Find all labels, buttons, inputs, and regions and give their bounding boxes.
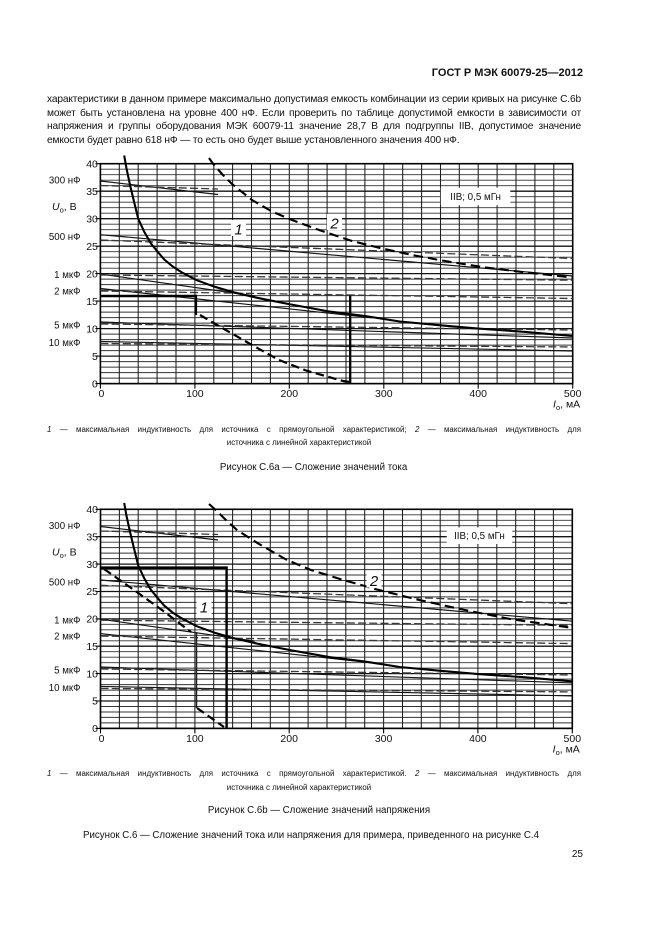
svg-text:2: 2 (369, 573, 379, 590)
svg-text:1: 1 (234, 221, 242, 238)
svg-text:20: 20 (86, 268, 98, 280)
svg-text:300 нФ: 300 нФ (49, 521, 81, 532)
svg-text:500: 500 (564, 733, 582, 745)
svg-text:200: 200 (280, 733, 298, 745)
svg-text:1 мкФ: 1 мкФ (54, 615, 80, 626)
svg-text:1: 1 (200, 599, 208, 616)
svg-text:0: 0 (99, 733, 105, 745)
svg-text:500: 500 (564, 388, 582, 400)
svg-text:2 мкФ: 2 мкФ (54, 632, 80, 643)
svg-text:Io, мА: Io, мА (553, 399, 580, 413)
svg-text:0: 0 (92, 378, 98, 390)
svg-text:25: 25 (86, 586, 98, 598)
svg-text:2: 2 (329, 215, 339, 232)
svg-text:500 нФ: 500 нФ (49, 578, 81, 589)
svg-text:500 нФ: 500 нФ (49, 232, 81, 243)
svg-text:IIB; 0,5 мГн: IIB; 0,5 мГн (450, 192, 501, 203)
svg-text:400: 400 (469, 388, 487, 400)
svg-text:IIB; 0,5 мГн: IIB; 0,5 мГн (454, 531, 505, 542)
svg-text:10 мкФ: 10 мкФ (49, 683, 81, 694)
svg-text:300 нФ: 300 нФ (49, 176, 81, 187)
svg-text:300: 300 (375, 733, 393, 745)
svg-text:30: 30 (86, 559, 98, 571)
svg-text:30: 30 (86, 213, 98, 225)
svg-text:2 мкФ: 2 мкФ (54, 286, 80, 297)
svg-text:15: 15 (86, 641, 98, 653)
svg-text:5: 5 (92, 696, 98, 708)
svg-text:35: 35 (86, 531, 98, 543)
svg-text:400: 400 (469, 733, 487, 745)
svg-text:Io, мА: Io, мА (553, 743, 580, 757)
svg-text:40: 40 (86, 504, 98, 516)
svg-text:10: 10 (86, 323, 98, 335)
svg-text:300: 300 (375, 388, 393, 400)
svg-text:20: 20 (86, 614, 98, 626)
svg-text:5 мкФ: 5 мкФ (54, 321, 80, 332)
svg-text:5: 5 (92, 351, 98, 363)
svg-text:35: 35 (86, 186, 98, 198)
svg-text:Uo, В: Uo, В (52, 201, 77, 215)
svg-text:10: 10 (86, 668, 98, 680)
svg-text:0: 0 (98, 388, 104, 400)
svg-text:0: 0 (92, 723, 98, 735)
svg-text:100: 100 (186, 388, 204, 400)
svg-text:10 мкФ: 10 мкФ (49, 338, 81, 349)
svg-text:Uo, В: Uo, В (52, 547, 77, 561)
svg-text:200: 200 (281, 388, 299, 400)
svg-text:15: 15 (86, 296, 98, 308)
svg-text:25: 25 (86, 241, 98, 253)
svg-text:40: 40 (86, 158, 98, 170)
svg-text:1 мкФ: 1 мкФ (54, 270, 80, 281)
svg-text:100: 100 (186, 733, 204, 745)
svg-text:5 мкФ: 5 мкФ (54, 666, 80, 677)
